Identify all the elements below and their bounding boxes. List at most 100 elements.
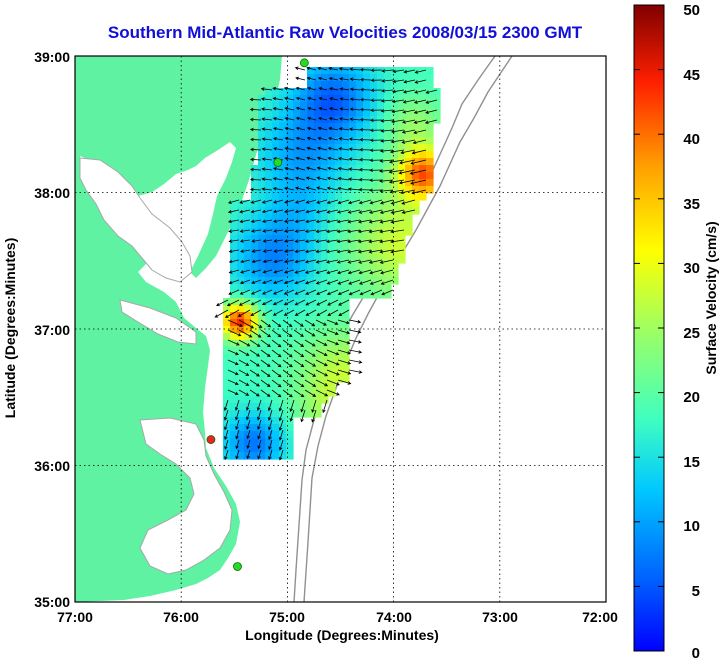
velocity-cell <box>293 193 301 201</box>
velocity-cell <box>370 144 378 152</box>
velocity-cell <box>279 305 287 313</box>
velocity-arrow <box>305 199 317 204</box>
velocity-cell <box>279 431 287 439</box>
velocity-arrow <box>304 229 317 233</box>
velocity-cell <box>251 256 259 264</box>
velocity-cell <box>230 382 238 390</box>
velocity-cell <box>314 123 322 131</box>
velocity-arrow <box>359 137 372 142</box>
grid-lines <box>75 56 606 602</box>
velocity-cell <box>272 361 280 369</box>
velocity-cell <box>293 312 301 320</box>
velocity-arrow <box>338 147 350 151</box>
velocity-cell <box>335 123 343 131</box>
velocity-cell <box>384 165 392 173</box>
velocity-cell <box>307 102 315 110</box>
velocity-cell <box>251 179 259 187</box>
velocity-cell <box>272 200 280 208</box>
velocity-cell <box>314 130 322 138</box>
velocity-arrow <box>306 66 317 71</box>
velocity-cell <box>286 284 294 292</box>
velocity-arrow <box>326 339 340 346</box>
velocity-arrow <box>403 69 416 74</box>
velocity-arrow <box>227 329 242 337</box>
velocity-cell <box>258 172 266 180</box>
velocity-arrow <box>260 97 273 101</box>
velocity-arrow <box>304 259 317 264</box>
velocity-cell <box>258 263 266 271</box>
velocity-arrow <box>272 299 284 306</box>
velocity-cell <box>244 438 252 446</box>
velocity-cell <box>237 326 245 334</box>
velocity-arrow <box>348 157 361 161</box>
velocity-cell <box>251 270 259 278</box>
velocity-arrow <box>357 229 372 234</box>
velocity-arrow <box>307 96 317 101</box>
velocity-cell <box>265 95 273 103</box>
velocity-arrow <box>228 279 240 285</box>
velocity-cell <box>307 382 315 390</box>
velocity-cell <box>391 214 399 222</box>
velocity-arrow <box>228 239 240 243</box>
velocity-cell <box>398 221 406 229</box>
velocity-cell <box>363 249 371 257</box>
velocity-cell <box>258 389 266 397</box>
velocity-cell <box>272 354 280 362</box>
velocity-cell <box>286 424 294 432</box>
velocity-arrow <box>327 166 339 171</box>
velocity-cell <box>265 270 273 278</box>
velocity-cell <box>293 200 301 208</box>
velocity-arrow <box>349 127 361 132</box>
velocity-cell <box>300 340 308 348</box>
velocity-arrow <box>337 186 350 191</box>
velocity-cell <box>300 137 308 145</box>
velocity-cell <box>377 95 385 103</box>
velocity-cell <box>342 74 350 82</box>
velocity-cell <box>419 151 427 159</box>
velocity-arrow <box>315 209 328 214</box>
velocity-cell <box>286 158 294 166</box>
velocity-arrow <box>283 86 295 91</box>
velocity-arrow <box>251 259 262 264</box>
velocity-arrow <box>295 166 306 171</box>
velocity-arrow <box>315 229 328 234</box>
velocity-cell <box>321 81 329 89</box>
velocity-arrow <box>238 379 250 386</box>
velocity-arrow <box>307 106 317 111</box>
velocity-arrow <box>249 379 260 387</box>
velocity-cell <box>370 284 378 292</box>
velocity-arrow <box>326 209 339 214</box>
velocity-cell <box>230 228 238 236</box>
velocity-cell <box>230 403 238 411</box>
velocity-cell <box>314 67 322 75</box>
velocity-cell <box>314 263 322 271</box>
velocity-cell <box>412 137 420 145</box>
velocity-cell <box>321 221 329 229</box>
velocity-cell <box>279 228 287 236</box>
map-title: Southern Mid-Atlantic Raw Velocities 200… <box>108 23 583 42</box>
velocity-cell <box>370 116 378 124</box>
velocity-cell <box>286 403 294 411</box>
velocity-cell <box>426 74 434 82</box>
velocity-cell <box>426 186 434 194</box>
velocity-arrow <box>227 359 239 366</box>
velocity-arrow <box>399 159 416 165</box>
velocity-arrow <box>240 249 251 253</box>
velocity-arrow <box>224 309 240 318</box>
velocity-cell <box>244 228 252 236</box>
velocity-cell <box>244 396 252 404</box>
velocity-cell <box>321 172 329 180</box>
velocity-arrow <box>339 77 350 81</box>
velocity-cell <box>244 214 252 222</box>
velocity-arrow <box>234 399 240 411</box>
velocity-arrow <box>262 289 273 295</box>
velocity-cell <box>300 158 308 166</box>
velocity-arrow <box>278 399 284 412</box>
velocity-cell <box>363 158 371 166</box>
velocity-arrow <box>282 369 293 378</box>
velocity-arrow <box>414 79 427 84</box>
velocity-arrow <box>260 369 271 377</box>
station-4-marker <box>233 562 242 571</box>
velocity-cell <box>279 452 287 460</box>
velocity-cell <box>398 242 406 250</box>
